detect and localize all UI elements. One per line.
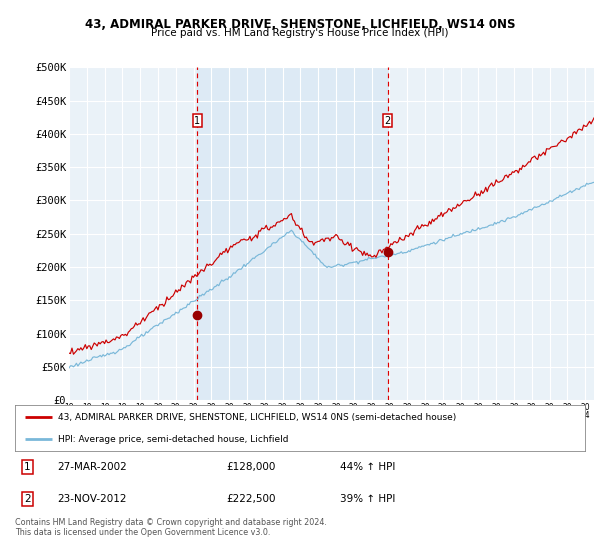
Text: 27-MAR-2002: 27-MAR-2002 [58, 462, 128, 472]
Text: 23-NOV-2012: 23-NOV-2012 [58, 494, 127, 504]
Text: 39% ↑ HPI: 39% ↑ HPI [340, 494, 395, 504]
Text: 44% ↑ HPI: 44% ↑ HPI [340, 462, 395, 472]
Text: 43, ADMIRAL PARKER DRIVE, SHENSTONE, LICHFIELD, WS14 0NS (semi-detached house): 43, ADMIRAL PARKER DRIVE, SHENSTONE, LIC… [58, 413, 456, 422]
Text: £128,000: £128,000 [226, 462, 275, 472]
Bar [197, 67, 388, 400]
Text: 43, ADMIRAL PARKER DRIVE, SHENSTONE, LICHFIELD, WS14 0NS: 43, ADMIRAL PARKER DRIVE, SHENSTONE, LIC… [85, 18, 515, 31]
Text: Contains HM Land Registry data © Crown copyright and database right 2024.
This d: Contains HM Land Registry data © Crown c… [15, 518, 327, 538]
Text: 2: 2 [24, 494, 31, 504]
Text: 2: 2 [385, 115, 391, 125]
Text: Price paid vs. HM Land Registry's House Price Index (HPI): Price paid vs. HM Land Registry's House … [151, 28, 449, 38]
Text: HPI: Average price, semi-detached house, Lichfield: HPI: Average price, semi-detached house,… [58, 435, 288, 444]
Text: 1: 1 [194, 115, 200, 125]
Text: 1: 1 [24, 462, 31, 472]
Text: £222,500: £222,500 [226, 494, 275, 504]
